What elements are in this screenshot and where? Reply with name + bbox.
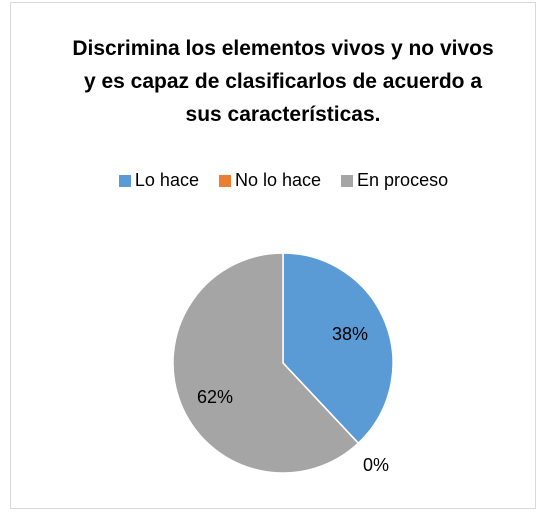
legend-item: En proceso [341,170,448,191]
data-label: 38% [332,324,368,344]
data-label: 62% [197,387,233,407]
chart-frame [10,2,536,509]
legend-item: Lo hace [118,170,199,191]
legend-swatch [218,174,231,187]
legend-label: No lo hace [234,170,322,190]
legend-swatch [341,174,354,187]
legend-swatch [118,174,131,187]
legend: Lo hace No lo hace En proceso [0,170,547,191]
data-label: 0% [363,455,389,475]
legend-label: En proceso [357,170,449,190]
legend-label: Lo hace [134,170,199,190]
pie-slice [282,252,394,445]
pie-slice [172,252,360,474]
chart-title: Discrimina los elementos vivos y no vivo… [72,37,494,126]
legend-item: No lo hace [218,170,322,191]
